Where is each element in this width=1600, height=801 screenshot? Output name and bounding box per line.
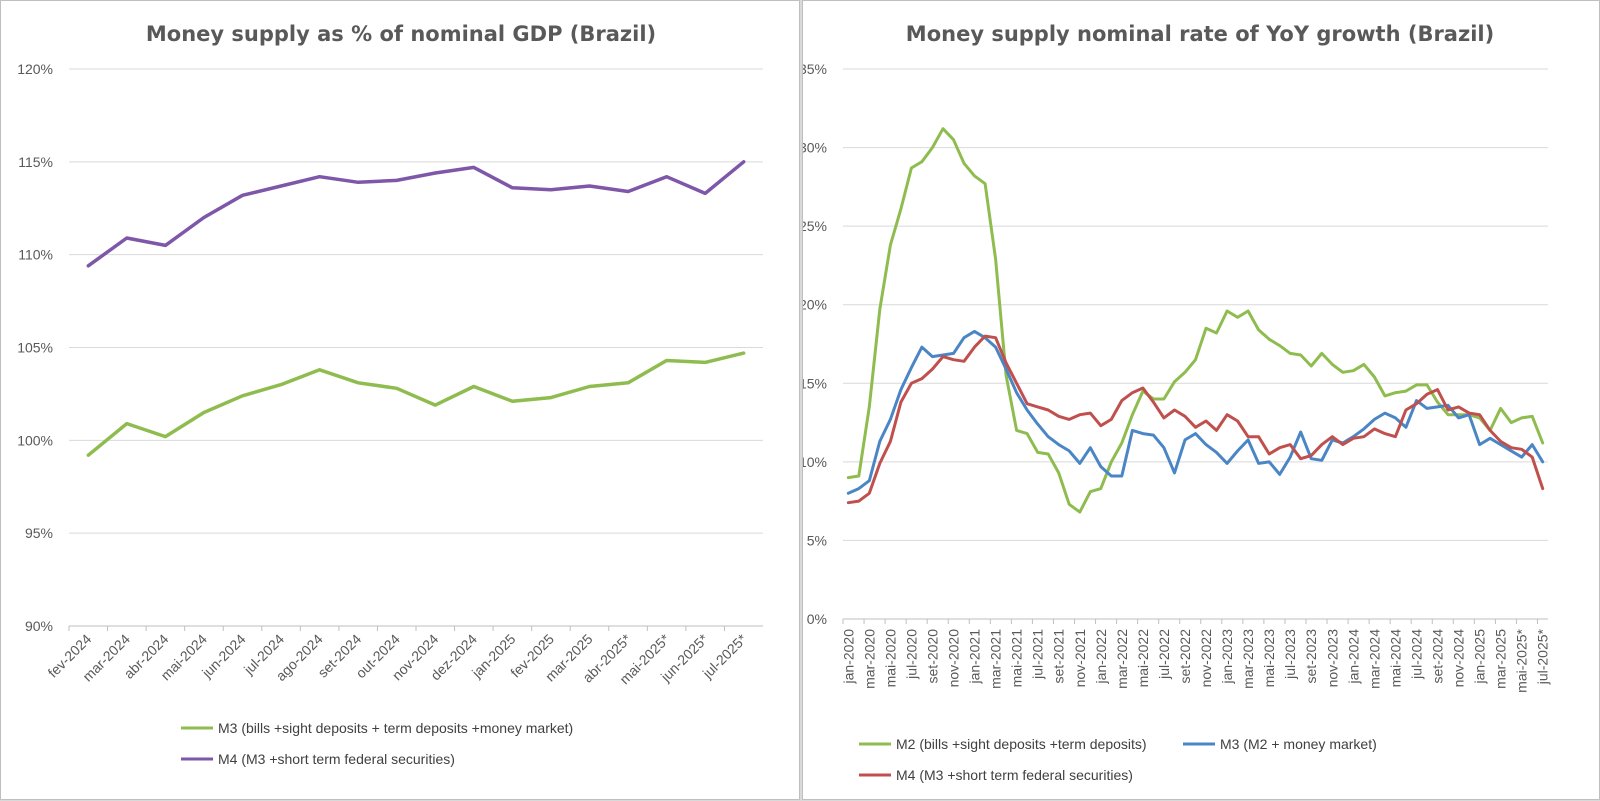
y-tick-label: 5% xyxy=(807,532,827,548)
x-tick-label: mar-2024 xyxy=(1366,629,1382,689)
legend-item-m4: M4 (M3 +short term federal securities) xyxy=(859,767,1133,783)
x-tick-label: mai-2024 xyxy=(1387,629,1403,688)
x-tick-label: set-2022 xyxy=(1177,629,1193,684)
x-tick-label: jul-2020 xyxy=(903,629,919,680)
x-tick-label: mai-2020 xyxy=(882,629,898,688)
x-tick-label: mai-2023 xyxy=(1261,629,1277,688)
x-tick-label: nov-2024 xyxy=(1451,629,1467,688)
y-tick-label: 115% xyxy=(18,154,53,170)
x-tick-label: jul-2021 xyxy=(1030,629,1046,680)
legend-label-m2: M2 (bills +sight deposits +term deposits… xyxy=(896,736,1147,752)
x-tick-label: jul-2022 xyxy=(1156,629,1172,680)
chart-title: Money supply nominal rate of YoY growth … xyxy=(906,22,1494,46)
y-tick-label: 105% xyxy=(17,340,53,356)
legend-label-m4: M4 (M3 +short term federal securities) xyxy=(218,751,455,767)
series-line-m4 xyxy=(86,160,746,268)
series-line-m2 xyxy=(846,127,1545,514)
y-tick-label: 100% xyxy=(17,432,53,448)
chart-panel-yoy: Money supply nominal rate of YoY growth … xyxy=(802,0,1600,800)
y-tick-label: 25% xyxy=(803,218,827,234)
series-line-m3 xyxy=(846,329,1545,495)
x-tick-label: nov-2023 xyxy=(1324,629,1340,688)
x-tick-label: jul-2023 xyxy=(1282,629,1298,680)
x-tick-label: jan-2021 xyxy=(967,629,983,685)
x-tick-label: mai-2025* xyxy=(1514,628,1530,692)
y-tick-label: 15% xyxy=(803,375,827,391)
x-tick-label: set-2021 xyxy=(1051,629,1067,684)
legend-item-m3: M3 (bills +sight deposits + term deposit… xyxy=(181,720,573,736)
x-tick-label: mar-2025 xyxy=(1493,629,1509,689)
x-tick-label: nov-2020 xyxy=(945,629,961,688)
x-tick-label: mai-2022 xyxy=(1135,629,1151,688)
y-tick-label: 35% xyxy=(803,61,827,77)
x-tick-label: mar-2022 xyxy=(1114,629,1130,689)
legend-item-m3: M3 (M2 + money market) xyxy=(1183,736,1377,752)
chart-panel-gdp: Money supply as % of nominal GDP (Brazil… xyxy=(0,0,800,800)
x-tick-label: mai-2021 xyxy=(1009,629,1025,688)
x-tick-label: nov-2021 xyxy=(1072,629,1088,688)
y-tick-label: 90% xyxy=(25,618,53,634)
gridlines xyxy=(843,68,1548,620)
legend: M3 (bills +sight deposits + term deposit… xyxy=(181,720,573,767)
x-tick-label: nov-2022 xyxy=(1198,629,1214,688)
gdp-chart: Money supply as % of nominal GDP (Brazil… xyxy=(17,22,763,767)
x-tick-label: mar-2020 xyxy=(861,629,877,689)
x-axis-ticks: jan-2020 mar-2020 mai-2020 jul-2020 set-2020… xyxy=(840,619,1551,693)
x-tick-label: jul-2024 xyxy=(1408,629,1424,680)
series-lines xyxy=(846,127,1545,514)
chart-title: Money supply as % of nominal GDP (Brazil… xyxy=(146,22,656,46)
legend-item-m4: M4 (M3 +short term federal securities) xyxy=(181,751,455,767)
legend: M2 (bills +sight deposits +term deposits… xyxy=(859,736,1377,783)
y-tick-label: 10% xyxy=(803,454,827,470)
x-tick-label: set-2020 xyxy=(924,629,940,684)
y-tick-label: 95% xyxy=(25,525,53,541)
y-tick-label: 30% xyxy=(803,140,827,156)
legend-label-m4: M4 (M3 +short term federal securities) xyxy=(896,767,1133,783)
y-axis-ticks: 0% 5% 10% 15% 20% 25% 30% 35% xyxy=(803,61,827,627)
yoy-growth-chart: Money supply nominal rate of YoY growth … xyxy=(803,22,1551,783)
y-tick-label: 0% xyxy=(807,611,827,627)
gridlines xyxy=(69,68,763,627)
y-tick-label: 120% xyxy=(17,61,53,77)
x-tick-label: jan-2025 xyxy=(1472,629,1488,685)
x-tick-label: jan-2020 xyxy=(840,629,856,685)
x-tick-label: jul-2025* xyxy=(1535,628,1551,685)
x-tick-label: set-2023 xyxy=(1303,629,1319,684)
x-tick-label: mar-2021 xyxy=(988,629,1004,689)
legend-label-m3: M3 (bills +sight deposits + term deposit… xyxy=(218,720,573,736)
y-tick-label: 110% xyxy=(18,247,53,263)
x-tick-label: jan-2024 xyxy=(1345,629,1361,685)
series-line-m3 xyxy=(86,351,746,457)
series-line-m4 xyxy=(846,334,1545,505)
x-axis-ticks: fev-2024mar-2024abr-2024mai-2024jun-2024… xyxy=(45,626,750,687)
series-lines xyxy=(86,160,746,457)
x-tick-label: jan-2022 xyxy=(1093,629,1109,685)
legend-label-m3: M3 (M2 + money market) xyxy=(1220,736,1377,752)
x-tick-label: jan-2023 xyxy=(1219,629,1235,685)
x-tick-label: mar-2023 xyxy=(1240,629,1256,689)
y-tick-label: 20% xyxy=(803,297,827,313)
y-axis-ticks: 90% 95% 100% 105% 110% 115% 120% xyxy=(17,61,53,634)
legend-item-m2: M2 (bills +sight deposits +term deposits… xyxy=(859,736,1147,752)
x-tick-label: set-2024 xyxy=(1430,629,1446,684)
